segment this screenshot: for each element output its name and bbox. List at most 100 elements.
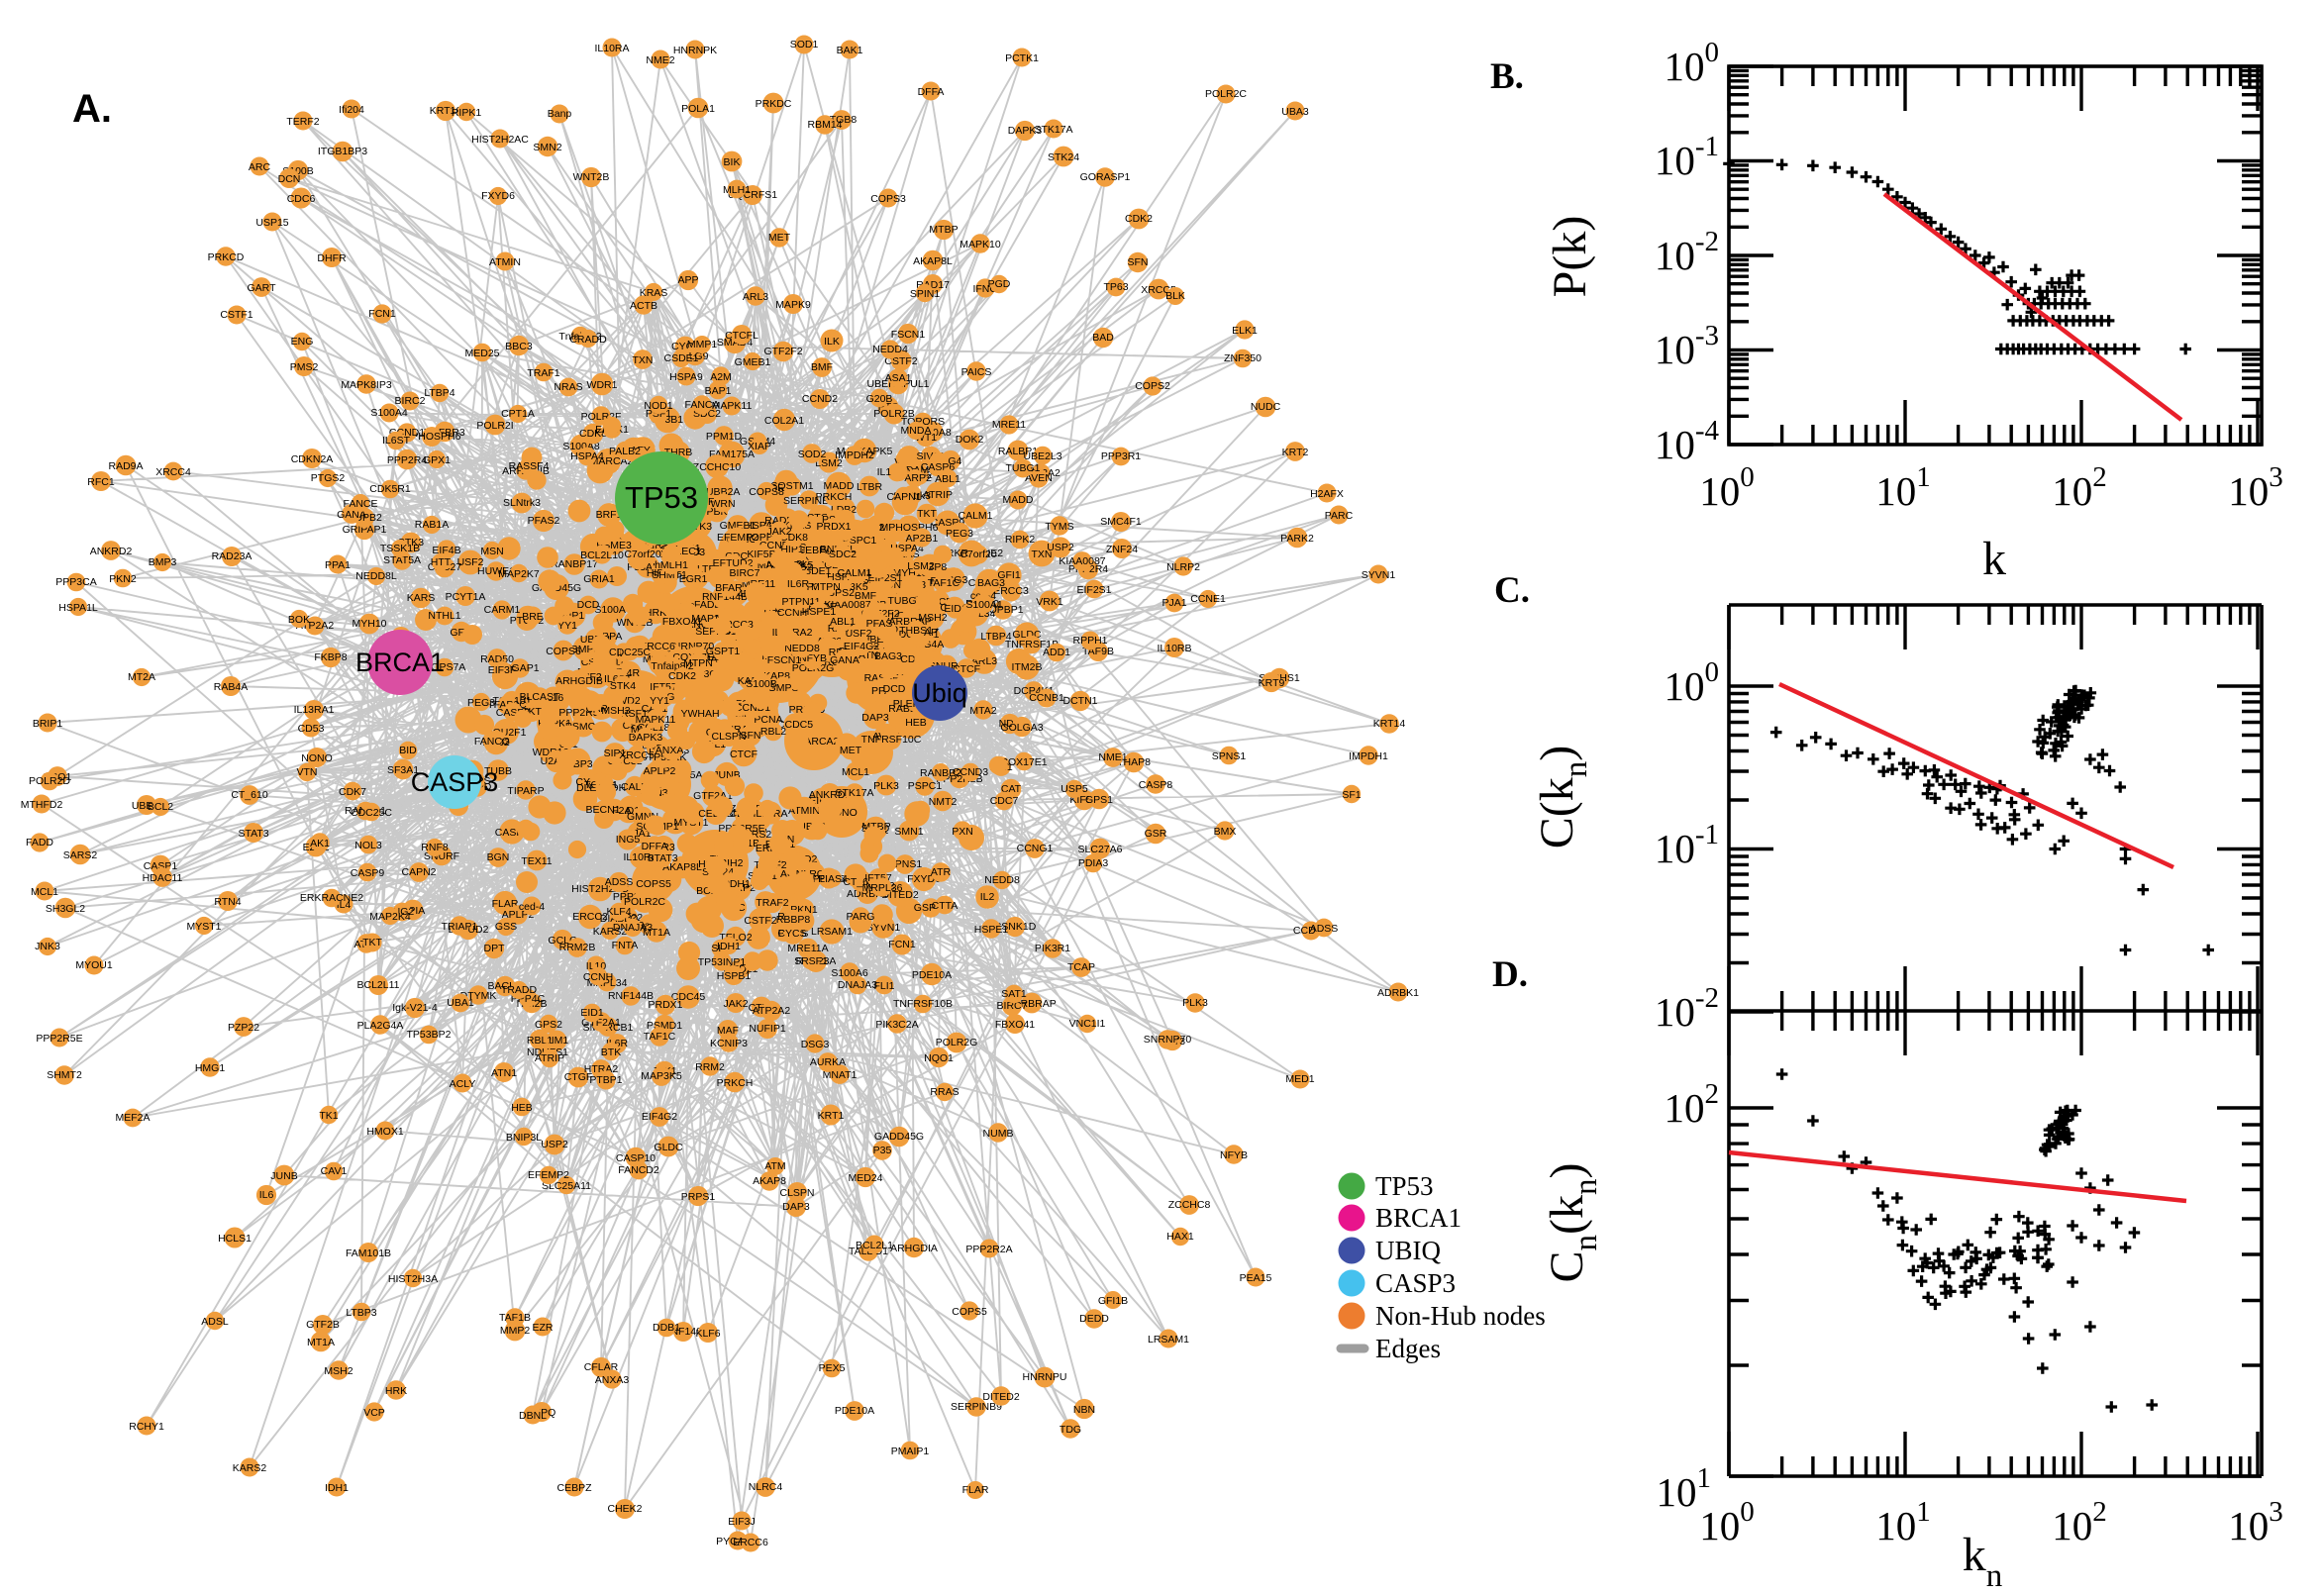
svg-text:PPA1: PPA1 bbox=[325, 559, 351, 571]
svg-text:RAD9A: RAD9A bbox=[108, 460, 143, 472]
svg-text:SPNS1: SPNS1 bbox=[1212, 750, 1247, 762]
svg-text:GANA: GANA bbox=[337, 509, 366, 521]
svg-text:CDK7: CDK7 bbox=[339, 786, 366, 798]
svg-text:BRIP1: BRIP1 bbox=[33, 718, 63, 730]
svg-text:KRT2: KRT2 bbox=[1282, 447, 1309, 458]
svg-text:NOD1: NOD1 bbox=[644, 400, 672, 412]
svg-text:CAV1: CAV1 bbox=[321, 1165, 348, 1177]
svg-text:MADD: MADD bbox=[1003, 494, 1034, 506]
svg-text:TNFRSF10C: TNFRSF10C bbox=[861, 734, 922, 746]
svg-text:CRADD: CRADD bbox=[569, 334, 607, 346]
svg-text:KLF4: KLF4 bbox=[606, 906, 631, 918]
svg-text:PRKCD: PRKCD bbox=[208, 251, 245, 263]
svg-text:NMT2: NMT2 bbox=[929, 796, 958, 808]
svg-text:CSNK1D: CSNK1D bbox=[994, 921, 1037, 933]
svg-text:PRKCH: PRKCH bbox=[816, 491, 853, 503]
svg-text:BOK: BOK bbox=[288, 614, 310, 626]
svg-text:SAT1: SAT1 bbox=[1001, 988, 1027, 1000]
svg-text:ANXA3: ANXA3 bbox=[595, 1374, 630, 1386]
svg-text:ATRIP: ATRIP bbox=[535, 1052, 564, 1064]
svg-text:VNC1I1: VNC1I1 bbox=[1069, 1018, 1106, 1030]
svg-text:CTTA: CTTA bbox=[932, 900, 959, 912]
svg-text:STAT3: STAT3 bbox=[647, 852, 677, 864]
svg-text:BIRC7: BIRC7 bbox=[997, 1000, 1028, 1012]
svg-text:AVEN: AVEN bbox=[1025, 472, 1053, 484]
svg-text:MET: MET bbox=[840, 745, 862, 756]
svg-text:TERF2: TERF2 bbox=[286, 116, 319, 128]
svg-text:HTT: HTT bbox=[431, 556, 452, 568]
svg-text:NME1: NME1 bbox=[1098, 751, 1127, 763]
svg-text:ERCC6: ERCC6 bbox=[640, 641, 675, 652]
svg-text:HUWE1: HUWE1 bbox=[477, 565, 515, 577]
svg-text:SYVN1: SYVN1 bbox=[1362, 569, 1396, 581]
svg-text:KRT9: KRT9 bbox=[1259, 677, 1285, 689]
svg-text:TP63: TP63 bbox=[1103, 281, 1128, 293]
svg-text:IL6R: IL6R bbox=[787, 578, 810, 590]
svg-text:ELK1: ELK1 bbox=[1232, 325, 1258, 337]
svg-text:HSPE1: HSPE1 bbox=[974, 924, 1009, 936]
svg-text:GMPS: GMPS bbox=[768, 682, 799, 694]
svg-text:CCNE1: CCNE1 bbox=[1190, 593, 1226, 605]
svg-text:DCD: DCD bbox=[883, 683, 906, 695]
svg-text:MCL1: MCL1 bbox=[31, 886, 58, 898]
svg-text:KARS2: KARS2 bbox=[593, 926, 628, 938]
svg-text:CDC45: CDC45 bbox=[671, 991, 706, 1003]
svg-text:PRPS1: PRPS1 bbox=[681, 1191, 716, 1203]
svg-text:ITGB1BP3: ITGB1BP3 bbox=[318, 146, 367, 157]
svg-text:ANKRD2: ANKRD2 bbox=[90, 546, 133, 557]
svg-text:MYH10: MYH10 bbox=[352, 618, 386, 630]
svg-text:C.: C. bbox=[1494, 570, 1530, 611]
svg-text:JAK2: JAK2 bbox=[766, 526, 791, 538]
svg-text:STK4: STK4 bbox=[610, 680, 636, 692]
svg-text:BMF: BMF bbox=[855, 590, 876, 602]
svg-text:DCD: DCD bbox=[577, 599, 600, 611]
svg-text:USP2: USP2 bbox=[1047, 542, 1074, 553]
svg-text:CASP3: CASP3 bbox=[411, 767, 499, 797]
svg-text:SDC2: SDC2 bbox=[829, 549, 857, 560]
svg-text:ERCC3: ERCC3 bbox=[993, 585, 1029, 597]
svg-text:BRF1: BRF1 bbox=[596, 509, 623, 521]
svg-text:USF2: USF2 bbox=[457, 556, 484, 568]
svg-text:ADSS: ADSS bbox=[605, 876, 634, 888]
svg-text:APP: APP bbox=[677, 274, 698, 286]
svg-text:RPPH1: RPPH1 bbox=[1072, 635, 1107, 647]
svg-text:SYVN1: SYVN1 bbox=[866, 922, 901, 934]
svg-text:ABL1: ABL1 bbox=[935, 473, 960, 485]
svg-text:SMC4F1: SMC4F1 bbox=[1100, 516, 1142, 528]
svg-text:NTHL1: NTHL1 bbox=[428, 610, 460, 622]
svg-text:CSDE1: CSDE1 bbox=[663, 352, 698, 364]
svg-text:TSSK1B: TSSK1B bbox=[380, 543, 420, 554]
svg-text:CCNH: CCNH bbox=[583, 971, 613, 983]
svg-text:DAP3: DAP3 bbox=[782, 1201, 810, 1213]
svg-text:HMOX1: HMOX1 bbox=[366, 1126, 404, 1138]
svg-text:P35: P35 bbox=[873, 1145, 892, 1156]
svg-text:FLAR: FLAR bbox=[492, 898, 519, 910]
svg-text:USP5: USP5 bbox=[1060, 783, 1088, 795]
svg-text:SNRNP70: SNRNP70 bbox=[1144, 1034, 1192, 1046]
svg-text:S100A1: S100A1 bbox=[965, 599, 1003, 611]
svg-text:CCNG1: CCNG1 bbox=[1017, 843, 1054, 854]
svg-text:ADSL: ADSL bbox=[201, 1316, 229, 1328]
svg-text:CDK2: CDK2 bbox=[668, 670, 696, 682]
svg-text:NUFIP1: NUFIP1 bbox=[749, 1023, 786, 1035]
svg-text:FANCD2: FANCD2 bbox=[618, 1164, 659, 1176]
svg-text:TKT: TKT bbox=[362, 937, 382, 948]
svg-text:CDK8: CDK8 bbox=[579, 428, 607, 440]
svg-text:MAF: MAF bbox=[717, 1025, 739, 1037]
svg-text:EFEMP2: EFEMP2 bbox=[717, 532, 758, 544]
svg-text:TRIAP1: TRIAP1 bbox=[442, 921, 478, 933]
svg-text:FLI1: FLI1 bbox=[873, 980, 894, 992]
svg-text:POLR2B: POLR2B bbox=[873, 408, 914, 420]
svg-text:ZNF350: ZNF350 bbox=[1224, 352, 1262, 364]
svg-text:DHFR: DHFR bbox=[317, 252, 347, 264]
svg-text:TP53BP2: TP53BP2 bbox=[407, 1029, 452, 1041]
svg-text:MYST1: MYST1 bbox=[186, 921, 221, 933]
svg-text:MTPN: MTPN bbox=[811, 581, 841, 593]
svg-text:PFAS: PFAS bbox=[866, 618, 893, 630]
svg-text:GTF2B: GTF2B bbox=[306, 1319, 340, 1331]
svg-text:TNFRSF10B: TNFRSF10B bbox=[893, 998, 953, 1010]
svg-text:MAP2K7: MAP2K7 bbox=[498, 568, 540, 580]
svg-text:LTBR: LTBR bbox=[857, 481, 882, 493]
svg-text:TNFRSF1B: TNFRSF1B bbox=[1005, 639, 1059, 650]
svg-text:CAPN2: CAPN2 bbox=[401, 866, 436, 878]
